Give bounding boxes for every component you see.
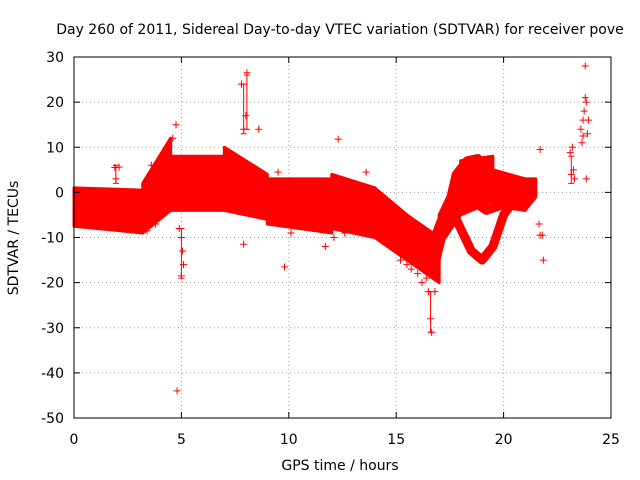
data-point — [535, 220, 543, 228]
data-point — [584, 116, 592, 124]
data-bands — [72, 136, 538, 285]
data-point — [274, 168, 282, 176]
data-point — [568, 143, 576, 151]
error-bar — [240, 83, 247, 135]
data-point — [539, 256, 547, 264]
data-point — [173, 387, 181, 395]
data-point — [210, 157, 218, 165]
data-point — [538, 231, 546, 239]
error-bar — [427, 291, 434, 333]
data-point — [375, 234, 383, 241]
x-tick-label: 25 — [602, 432, 620, 448]
data-point — [582, 98, 590, 106]
data-point — [578, 139, 586, 147]
y-tick-label: -20 — [41, 276, 64, 292]
data-point — [422, 274, 430, 282]
y-tick-label: 0 — [55, 185, 64, 201]
x-tick-label: 0 — [70, 432, 79, 448]
data-point — [321, 243, 329, 251]
x-tick-label: 5 — [177, 432, 186, 448]
data-point — [96, 202, 104, 210]
data-point — [566, 149, 574, 157]
y-tick-label: -50 — [41, 411, 64, 427]
error-bars — [112, 74, 575, 333]
data-band — [169, 154, 226, 212]
data-point — [145, 188, 153, 196]
data-point — [341, 229, 349, 237]
data-point — [581, 62, 589, 70]
y-tick-label: 10 — [46, 140, 64, 156]
data-point — [407, 265, 415, 273]
data-point — [362, 168, 370, 176]
y-tick-label: 30 — [46, 50, 64, 66]
data-point — [579, 132, 587, 140]
y-tick-label: -40 — [41, 366, 64, 382]
data-point — [110, 211, 118, 219]
data-point — [152, 220, 160, 228]
data-point — [414, 270, 422, 278]
data-point — [296, 220, 304, 228]
y-tick-label: -10 — [41, 231, 64, 247]
data-point — [570, 175, 578, 183]
data-point — [255, 125, 263, 133]
data-point — [143, 227, 151, 235]
x-axis-label: GPS time / hours — [281, 458, 398, 474]
data-point — [330, 234, 338, 241]
data-point — [583, 130, 591, 138]
data-point — [169, 134, 177, 142]
data-point — [124, 211, 132, 219]
x-tick-label: 10 — [280, 432, 298, 448]
x-tick-label: 20 — [495, 432, 513, 448]
data-point — [240, 240, 248, 248]
data-point — [418, 279, 426, 287]
data-point — [281, 263, 289, 271]
y-axis-label: SDTVAR / TECUs — [6, 181, 22, 296]
error-bar — [243, 74, 250, 130]
x-tick-label: 15 — [387, 432, 405, 448]
data-point — [577, 125, 585, 133]
axis-ticks: 0 5 10 15 20 25 30 20 10 0 -10 -20 -30 -40 -50 — [41, 50, 620, 448]
data-point — [403, 261, 411, 269]
data-curves — [402, 154, 536, 270]
data-track — [402, 154, 530, 270]
data-track — [434, 178, 530, 251]
data-point — [396, 256, 404, 264]
data-point — [334, 135, 342, 143]
data-point — [581, 94, 589, 102]
data-point — [287, 229, 295, 237]
error-bar — [568, 155, 575, 184]
data-point — [536, 146, 544, 154]
chart-title: Day 260 of 2011, Sidereal Day-to-day VTE… — [56, 22, 624, 38]
y-tick-label: 20 — [46, 95, 64, 111]
error-bar — [178, 227, 185, 279]
data-point — [172, 121, 180, 129]
y-tick-label: -30 — [41, 321, 64, 337]
data-point — [580, 107, 588, 115]
data-band — [72, 186, 145, 235]
data-point — [115, 163, 123, 171]
error-bar — [112, 164, 119, 184]
data-point — [114, 197, 122, 205]
data-point — [582, 175, 590, 183]
data-point — [178, 247, 186, 255]
data-point — [147, 161, 155, 169]
data-band — [265, 177, 334, 235]
